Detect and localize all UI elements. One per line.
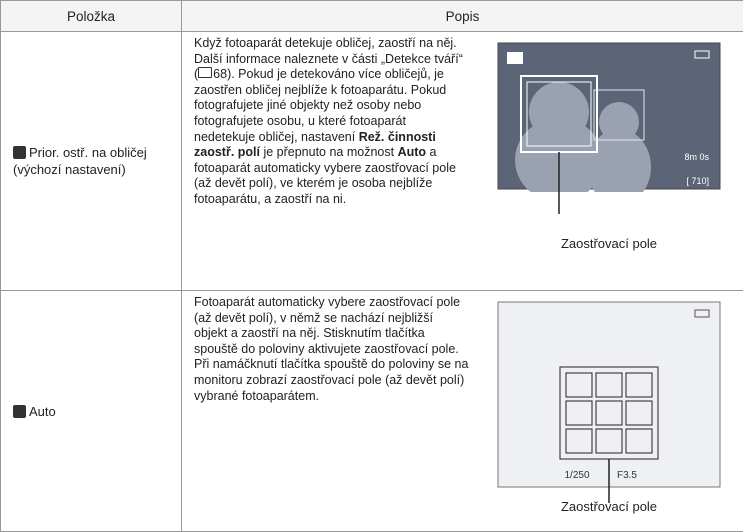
item-cell: Auto bbox=[1, 291, 182, 532]
header-row: Položka Popis bbox=[1, 1, 743, 32]
book-icon bbox=[198, 67, 212, 78]
table-row: Prior. ostř. na obličej (výchozí nastave… bbox=[1, 32, 743, 291]
description-cell: Fotoaparát automaticky vybere zaostřovac… bbox=[182, 291, 743, 532]
mode-indicator bbox=[507, 52, 523, 64]
item-label: Auto bbox=[29, 404, 56, 419]
description: Fotoaparát automaticky vybere zaostřovac… bbox=[182, 291, 469, 404]
mode-icon bbox=[13, 146, 26, 159]
item-label: Prior. ostř. na obličej (výchozí nastave… bbox=[13, 145, 147, 177]
description: Když fotoaparát detekuje obličej, zaostř… bbox=[182, 32, 469, 208]
pointer bbox=[497, 152, 721, 222]
text: je přepnuto na možnost bbox=[260, 145, 398, 159]
column-header: Položka bbox=[1, 1, 182, 32]
bold-text: Auto bbox=[398, 145, 426, 159]
description-cell: Když fotoaparát detekuje obličej, zaostř… bbox=[182, 32, 743, 291]
text: 68 bbox=[213, 67, 227, 81]
person bbox=[529, 82, 589, 142]
caption: Zaostřovací pole bbox=[497, 236, 721, 251]
text: Fotoaparát automaticky vybere zaostřovac… bbox=[194, 295, 468, 403]
item-cell: Prior. ostř. na obličej (výchozí nastave… bbox=[1, 32, 182, 291]
mode-icon bbox=[13, 405, 26, 418]
caption: Zaostřovací pole bbox=[497, 499, 721, 514]
column-header: Popis bbox=[182, 1, 743, 32]
figure: 8m 0s [ 710] Zaostřovací pole bbox=[497, 42, 721, 242]
person bbox=[599, 102, 639, 142]
figure: 1/250 F3.5 Zaostřovací pole bbox=[497, 301, 721, 531]
table-row: Auto Fotoaparát automaticky vybere zaost… bbox=[1, 291, 743, 532]
